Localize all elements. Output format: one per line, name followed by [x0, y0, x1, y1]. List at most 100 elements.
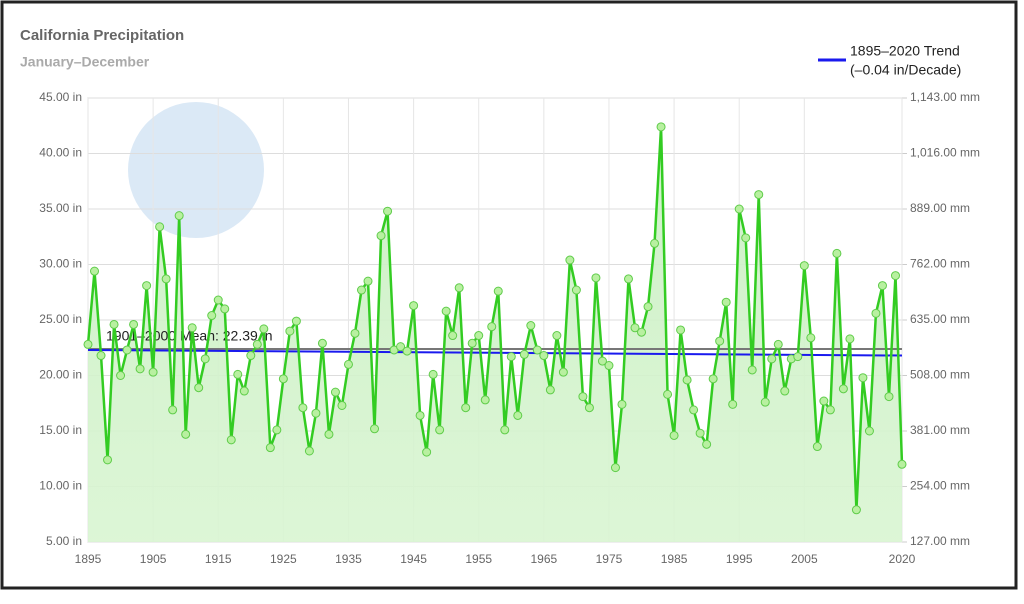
- point: [233, 369, 243, 379]
- point: [467, 338, 477, 348]
- point: [357, 285, 367, 295]
- point: [337, 400, 347, 410]
- point: [298, 403, 308, 413]
- chart-subtitle: January–December: [20, 54, 150, 70]
- point: [226, 435, 236, 445]
- y-tick-label: 20.00 in: [39, 368, 82, 382]
- point: [265, 443, 275, 453]
- y-tick-label: 40.00 in: [39, 146, 82, 160]
- point: [246, 351, 256, 361]
- point: [747, 365, 757, 375]
- point: [838, 384, 848, 394]
- point: [259, 324, 269, 334]
- point: [330, 387, 340, 397]
- point: [343, 359, 353, 369]
- point: [552, 331, 562, 341]
- point: [252, 339, 262, 349]
- x-tick-label: 2020: [889, 552, 916, 566]
- y-tick-label: 15.00 in: [39, 423, 82, 437]
- x-tick-label: 1935: [335, 552, 362, 566]
- legend-label: 1895–2020 Trend: [850, 43, 960, 59]
- point: [285, 326, 295, 336]
- point: [610, 463, 620, 473]
- y2-tick-label: 889.00 mm: [910, 201, 970, 215]
- point: [291, 316, 301, 326]
- point: [155, 222, 165, 232]
- point: [350, 328, 360, 338]
- point: [103, 455, 113, 465]
- point: [877, 281, 887, 291]
- point: [526, 321, 536, 331]
- point: [623, 274, 633, 284]
- point: [708, 374, 718, 384]
- x-tick-label: 1915: [205, 552, 232, 566]
- point: [689, 405, 699, 415]
- point: [715, 336, 725, 346]
- point: [142, 281, 152, 291]
- point: [200, 354, 210, 364]
- point: [324, 429, 334, 439]
- point: [558, 367, 568, 377]
- y-tick-label: 25.00 in: [39, 312, 82, 326]
- point: [571, 285, 581, 295]
- point: [617, 399, 627, 409]
- y2-tick-label: 508.00 mm: [910, 368, 970, 382]
- chart-title: California Precipitation: [20, 27, 184, 44]
- point: [500, 425, 510, 435]
- point: [383, 206, 393, 216]
- point: [832, 248, 842, 258]
- point: [806, 333, 816, 343]
- point: [884, 392, 894, 402]
- point: [363, 276, 373, 286]
- point: [402, 346, 412, 356]
- y-tick-label: 10.00 in: [39, 479, 82, 493]
- point: [480, 395, 490, 405]
- point: [506, 352, 516, 362]
- point: [376, 231, 386, 241]
- point: [148, 367, 158, 377]
- point: [897, 459, 907, 469]
- point: [545, 385, 555, 395]
- x-tick-label: 1975: [596, 552, 623, 566]
- point: [799, 261, 809, 271]
- x-tick-label: 2005: [791, 552, 818, 566]
- point: [187, 323, 197, 333]
- point: [780, 386, 790, 396]
- point: [793, 352, 803, 362]
- mean-label: 1901–2000 Mean: 22.39 in: [106, 328, 273, 344]
- point: [317, 338, 327, 348]
- point: [116, 371, 126, 380]
- point: [448, 331, 458, 341]
- point: [109, 319, 119, 329]
- point: [415, 410, 425, 420]
- point: [174, 211, 184, 221]
- point: [767, 354, 777, 364]
- y2-tick-label: 1,016.00 mm: [910, 146, 980, 160]
- point: [83, 339, 93, 349]
- point: [871, 308, 881, 318]
- point: [825, 405, 835, 415]
- point: [864, 426, 874, 436]
- point: [122, 345, 132, 355]
- point: [220, 304, 230, 314]
- point: [161, 274, 171, 284]
- point: [435, 425, 445, 435]
- x-tick-label: 1895: [75, 552, 102, 566]
- point: [311, 408, 321, 418]
- trend-line: [87, 348, 903, 357]
- point: [676, 325, 686, 335]
- point: [728, 399, 738, 409]
- point: [213, 295, 223, 305]
- point: [493, 286, 503, 296]
- point: [168, 405, 178, 415]
- point: [428, 369, 438, 379]
- point: [532, 345, 542, 355]
- point: [845, 334, 855, 344]
- point: [474, 331, 484, 341]
- y2-tick-label: 635.00 mm: [910, 312, 970, 326]
- y2-tick-label: 127.00 mm: [910, 534, 970, 548]
- point: [578, 392, 588, 402]
- x-tick-label: 1985: [661, 552, 688, 566]
